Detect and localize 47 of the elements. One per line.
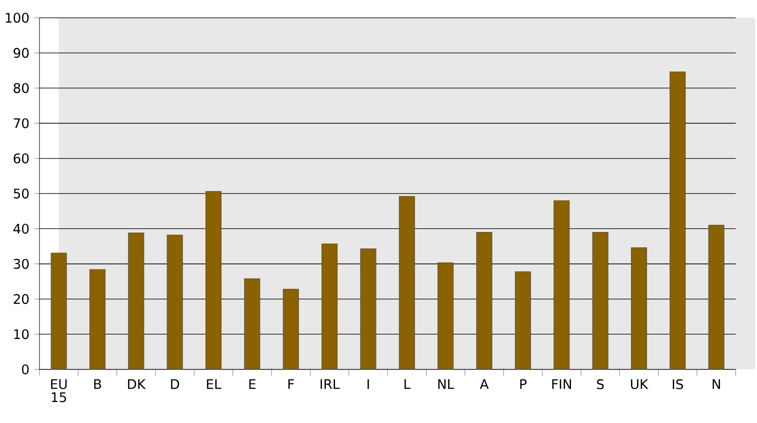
bar [708, 225, 724, 370]
bar [438, 262, 454, 370]
bar [554, 200, 570, 370]
x-tick-label: FIN [552, 379, 571, 390]
x-tick-label: EU 15 [51, 379, 67, 402]
bar [50, 252, 67, 370]
bar [398, 196, 415, 370]
bar [360, 248, 376, 370]
bar [166, 234, 183, 370]
y-tick-label: 90 [14, 48, 29, 58]
x-tick-label: P [520, 379, 526, 390]
y-tick-label: 40 [13, 224, 29, 234]
x-tick-label: F [288, 379, 294, 390]
x-tick-label: L [404, 379, 411, 390]
x-tick-label: UK [630, 379, 648, 390]
x-tick-label: DK [128, 379, 146, 390]
x-tick-label: IRL [320, 379, 340, 390]
bar [476, 232, 492, 370]
y-tick-label: 100 [6, 12, 29, 23]
x-tick-label: I [368, 379, 369, 390]
x-tick-label: EL [206, 379, 222, 390]
x-tick-label: A [480, 379, 489, 390]
y-tick-label: 70 [14, 118, 29, 128]
x-tick-label: E [249, 379, 256, 390]
bar [322, 244, 338, 370]
x-tick-label: D [171, 379, 180, 390]
x-tick-label: B [94, 379, 102, 390]
y-tick-label: 20 [14, 294, 29, 304]
x-tick-label: IS [672, 379, 684, 390]
bar [89, 269, 106, 370]
x-tick-label: N [712, 379, 720, 390]
x-tick-label: NL [438, 379, 454, 390]
y-tick-label: 60 [14, 154, 29, 164]
bar [670, 72, 686, 370]
y-tick-label: 80 [14, 83, 29, 94]
y-tick-label: 0 [22, 364, 29, 374]
bar [514, 271, 531, 370]
bar [244, 278, 260, 370]
x-tick-label: S [596, 379, 604, 390]
y-tick-label: 50 [14, 188, 29, 199]
bar [630, 248, 647, 370]
bar [282, 289, 299, 370]
bar [206, 191, 222, 370]
y-tick-label: 30 [14, 259, 29, 270]
bar [128, 232, 144, 370]
y-tick-label: 10 [14, 329, 29, 340]
bar [592, 232, 608, 370]
